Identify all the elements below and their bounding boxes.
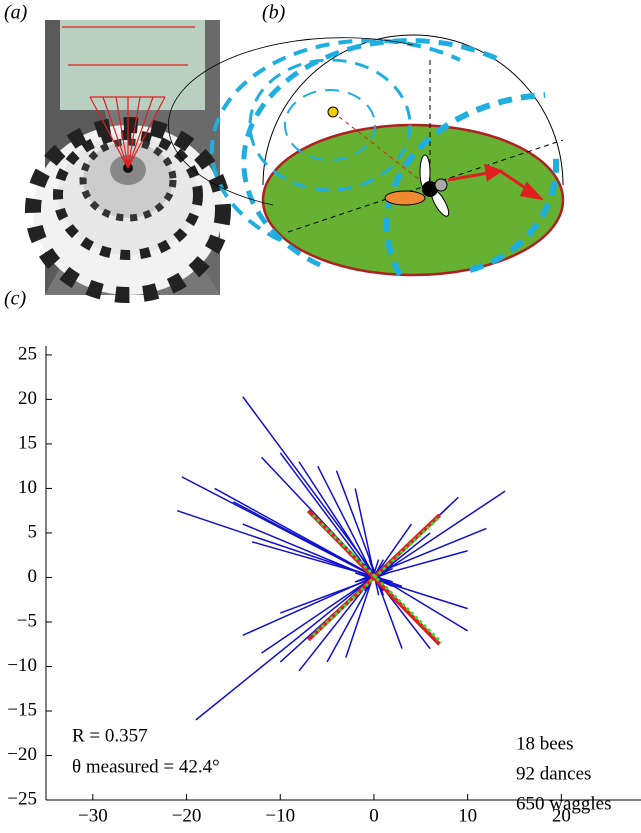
- plot-area: −30 −20 −10 0 10 20 −25 −20 −15 −10 −5 0 5 10 15 20 25 R …: [7, 343, 641, 826]
- x-tick-label: 20: [552, 805, 571, 826]
- y-tick-label: 25: [18, 343, 37, 364]
- tunnel-photo: [25, 20, 231, 303]
- waggle-line: [242, 567, 393, 636]
- panel-label: (c): [4, 288, 27, 310]
- y-tick-label: 0: [28, 566, 38, 587]
- y-tick-label: −10: [7, 655, 37, 676]
- panel-label: (a): [4, 2, 28, 24]
- y-tick-label: −20: [7, 744, 37, 765]
- fit-line: [312, 515, 441, 637]
- annotation: 650 waggles: [516, 793, 612, 814]
- waggle-line: [195, 567, 384, 721]
- fit-line: [311, 514, 443, 644]
- y-tick-label: 15: [18, 432, 37, 453]
- x-tick-label: −10: [265, 805, 295, 826]
- hemisphere-diagram: [168, 34, 565, 277]
- x-tick-label: 0: [369, 805, 379, 826]
- y-tick-label: −5: [17, 610, 37, 631]
- x-tick-label: −30: [78, 805, 108, 826]
- y-tick-label: 5: [28, 521, 38, 542]
- y-tick-label: −25: [7, 788, 37, 809]
- y-tick-label: 10: [18, 477, 37, 498]
- x-tick-label: 10: [458, 805, 477, 826]
- annotation: θ measured = 42.4°: [72, 756, 220, 777]
- x-tick-label: −20: [172, 805, 202, 826]
- waggle-line: [242, 523, 393, 588]
- annotation: 18 bees: [516, 733, 574, 754]
- y-tick-label: −15: [7, 699, 37, 720]
- annotation: R = 0.357: [72, 725, 148, 746]
- annotation: 92 dances: [516, 763, 591, 784]
- y-tick-label: 20: [18, 388, 37, 409]
- panel-label: (b): [262, 2, 286, 24]
